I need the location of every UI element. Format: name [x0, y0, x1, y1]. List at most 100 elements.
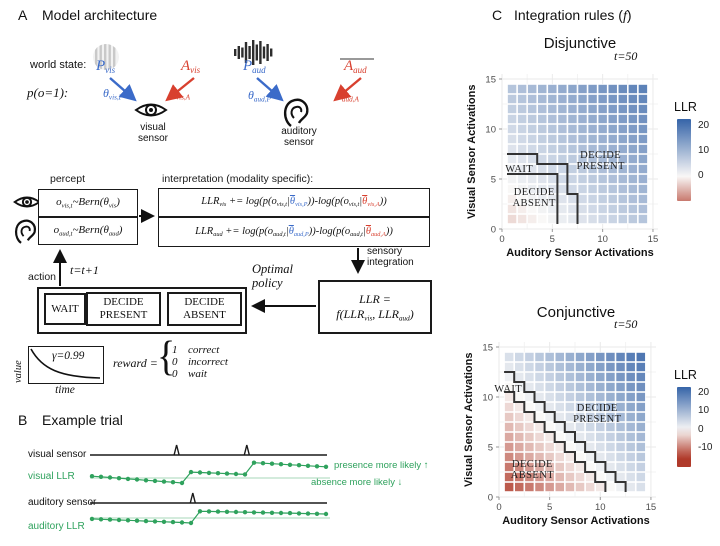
auditory-LLR-trace: [89, 509, 330, 526]
panel-a-drawing: [13, 40, 374, 379]
interp-vis-box: LLRvis += log(p(ovis,t|θvis,P))-log(p(ov…: [158, 188, 430, 217]
percept-label: percept: [50, 173, 86, 185]
legend-tick: 0: [698, 423, 704, 435]
svg-text:5: 5: [488, 443, 493, 454]
legend-tick: 10: [698, 405, 710, 417]
sound-waveform-icon: [234, 40, 273, 65]
reward-row-2-key: incorrect: [188, 356, 228, 368]
ear-icon-small: [14, 219, 37, 244]
svg-text:10: 10: [482, 393, 493, 404]
svg-text:15: 15: [482, 343, 493, 354]
disjunctive-xaxis-title: Auditory Sensor Activations: [506, 247, 654, 259]
aud-absent-symbol: Aaud: [344, 58, 367, 76]
llr-eq-line1: LLR =: [359, 291, 391, 306]
aud-theta-a: θaud,A: [336, 88, 359, 104]
legend-tick: 0: [698, 170, 704, 182]
panel-b-letter: B: [18, 412, 28, 428]
axis-ticks: 0 5 10 15 0 5 10 15: [485, 75, 658, 246]
panel-c-title: Integration rules (f): [514, 7, 632, 24]
action-label: action: [28, 271, 57, 283]
interp-aud-box: LLRaud += log(p(oaud,t|θaud,P))-log(p(oa…: [158, 217, 430, 247]
svg-text:0: 0: [499, 234, 504, 245]
arrow-paud-to-ear: [256, 77, 284, 102]
arrow-pvis-to-eye: [109, 77, 137, 102]
region-labels: WAIT DECIDE PRESENT DECIDE ABSENT: [494, 384, 621, 481]
policy-option-wait: WAIT: [44, 293, 86, 325]
optimal-policy-label: Optimal policy: [252, 262, 293, 291]
svg-text:15: 15: [485, 75, 496, 86]
arrow-aaud-to-ear: [333, 77, 362, 102]
vis-theta-a: θvis,A: [170, 86, 191, 102]
disjunctive-title: Disjunctive: [543, 35, 617, 52]
axis-ticks: 0 5 10 15 0 5 10 15: [482, 343, 656, 514]
vis-present-symbol: Pvis: [96, 58, 116, 76]
disjunctive-legend-title: LLR: [674, 100, 697, 114]
decide-present-line2: PRESENT: [99, 309, 148, 321]
svg-text:0: 0: [488, 493, 493, 504]
eye-icon-small: [13, 196, 41, 208]
percept-aud-eq: oaud,t~Bern(θaud): [53, 224, 123, 238]
interpretation-label: interpretation (modality specific):: [162, 173, 314, 185]
reward-row-3-value: 0: [172, 368, 178, 380]
disjunctive-colorbar: [677, 119, 691, 201]
decision-boundaries: [504, 371, 627, 492]
decision-boundaries: [507, 153, 579, 224]
visual-grating-icon: [93, 44, 119, 70]
conjunctive-yaxis-title: Visual Sensor Activations: [463, 352, 475, 487]
gamma-label: γ=0.99: [52, 350, 85, 362]
reward-row-3-key: wait: [188, 368, 207, 380]
svg-text:10: 10: [597, 234, 608, 245]
wait-label: WAIT: [51, 303, 79, 315]
panel-c-letter: C: [492, 7, 503, 23]
policy-option-decide-present: DECIDE PRESENT: [86, 292, 161, 326]
conjunctive-time-label: t=50: [614, 317, 638, 331]
policy-option-decide-absent: DECIDE ABSENT: [167, 292, 242, 326]
world-state-label: world state:: [30, 59, 87, 71]
svg-text:10: 10: [595, 502, 606, 513]
legend-tick: 20: [698, 120, 710, 132]
svg-text:WAIT: WAIT: [494, 384, 522, 395]
heatmap-cells: [504, 352, 646, 492]
percept-vis-eq: ovis,t~Bern(θvis): [56, 196, 120, 210]
llr-eq-line2: f(LLRvis, LLRaud): [336, 306, 414, 323]
svg-text:15: 15: [648, 234, 659, 245]
conjunctive-heatmap: WAIT DECIDE PRESENT DECIDE ABSENT 0 5 10 15 0 5 10 1…: [482, 342, 656, 513]
auditory-sensor-trace: [90, 492, 327, 504]
interp-vis-eq: LLRvis += log(p(ovis,t|θvis,P))-log(p(ov…: [201, 196, 387, 209]
decide-absent-line2: ABSENT: [183, 309, 226, 321]
svg-text:WAIT: WAIT: [505, 164, 533, 175]
visual-LLR-trace: [89, 460, 330, 486]
svg-text:15: 15: [646, 502, 657, 513]
conjunctive-title: Conjunctive: [536, 304, 616, 321]
reward-row-1-value: 1: [172, 344, 178, 356]
value-plot-box: [28, 346, 104, 384]
svg-text:0: 0: [496, 502, 501, 513]
prob-label: p(o=1):: [27, 85, 69, 100]
interp-aud-eq: LLRaud += log(p(oaud,t|θaud,P))-log(p(oa…: [195, 225, 393, 239]
sensory-integration-label: sensory integration: [367, 246, 414, 268]
value-decay-curve: [30, 348, 101, 379]
visual-llr-trace-label: visual LLR: [28, 471, 75, 482]
heatmap-cells: [507, 84, 648, 224]
visual-sensor-trace-label: visual sensor: [28, 449, 87, 460]
decide-absent-line1: DECIDE: [184, 296, 225, 309]
reward-label: reward =: [113, 356, 158, 370]
llr-integration-box: LLR = f(LLRvis, LLRaud): [318, 280, 432, 334]
conjunctive-legend: LLR 20 10 0 -10: [674, 368, 720, 492]
svg-text:10: 10: [485, 125, 496, 136]
auditory-llr-trace-label: auditory LLR: [28, 521, 85, 532]
disjunctive-time-label: t=50: [614, 49, 638, 63]
conjunctive-legend-title: LLR: [674, 368, 697, 382]
time-update-label: t=t+1: [70, 263, 99, 277]
reward-brace: {: [157, 333, 176, 381]
disjunctive-yaxis-title: Visual Sensor Activations: [466, 84, 478, 219]
visual-sensor-trace: [90, 444, 327, 456]
legend-tick: -10: [698, 442, 713, 454]
presence-more-likely-note: presence more likely ↑: [334, 460, 429, 471]
aud-present-symbol: Paud: [243, 58, 266, 76]
